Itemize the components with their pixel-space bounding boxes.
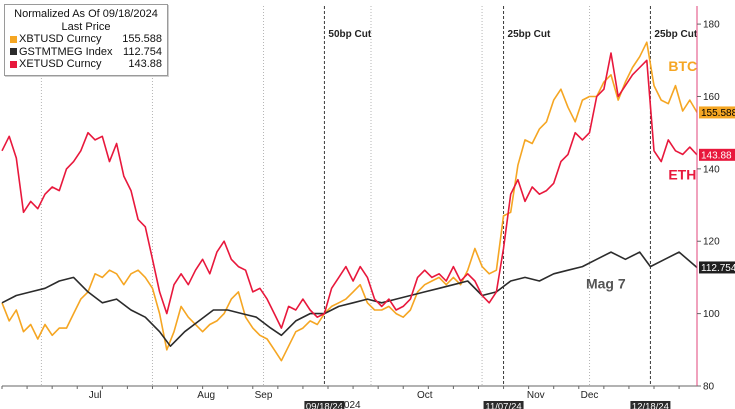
legend-name-xbtusd: XBTUSD Curncy — [19, 33, 102, 45]
series-lines — [1, 41, 698, 362]
y-axis-tick-label-140: 140 — [703, 164, 720, 175]
y-axis-tick-label-80: 80 — [703, 382, 715, 393]
event-markers: 50bp Cut 09/18/24 25bp Cut 11/07/24 25bp Cut… — [304, 6, 698, 409]
x-axis-tick-label-dec: Dec — [581, 390, 599, 401]
event-date-tag-2: 12/18/24 — [632, 402, 669, 409]
legend-entry-gstmtmeg: GSTMTMEG Index 112.754 — [10, 46, 162, 59]
series-line-2 — [1, 52, 698, 329]
event-label-1: 25bp Cut — [508, 29, 551, 40]
legend-swatch-xbtusd — [10, 35, 17, 43]
x-axis-tick-label-aug: Aug — [197, 390, 215, 401]
series-line-0 — [1, 41, 698, 362]
last-value-tag-bg-2 — [699, 261, 735, 274]
event-label-2: 25bp Cut — [654, 29, 697, 40]
x-axis-year-label: 2024 — [338, 400, 361, 409]
x-axis-tick-label-oct: Oct — [417, 390, 433, 401]
event-date-tag-bg-1 — [483, 401, 524, 409]
x-axis-tick-label-sep: Sep — [255, 390, 273, 401]
legend-name-gstmtmeg: GSTMTMEG Index — [19, 45, 113, 58]
event-date-tag-1: 11/07/24 — [485, 402, 521, 409]
last-value-tag-bg-0 — [699, 106, 735, 119]
last-value-tags: 155.588 143.88 112.754 — [699, 106, 735, 274]
legend-swatch-xetusd — [10, 60, 17, 68]
event-date-tag-bg-0 — [304, 401, 345, 409]
event-date-tag-bg-2 — [630, 401, 671, 409]
y-axis-tick-label-180: 180 — [703, 20, 720, 31]
y-axis-tick-label-120: 120 — [703, 237, 720, 248]
series-label-eth: ETH — [668, 167, 696, 183]
legend-value-xetusd: 143.88 — [128, 58, 162, 70]
series-labels: BTC ETH Mag 7 — [586, 58, 697, 291]
event-label-0: 50bp Cut — [328, 29, 371, 40]
chart-legend: Normalized As Of 09/18/2024 Last Price X… — [4, 4, 168, 76]
x-axis-tick-label-nov: Nov — [527, 390, 545, 401]
last-value-tag-bg-1 — [699, 148, 735, 161]
last-value-tag-1: 143.88 — [701, 150, 732, 161]
y-axis-tick-label-100: 100 — [703, 309, 720, 320]
legend-value-gstmtmeg: 112.754 — [123, 45, 162, 58]
legend-value-xbtusd: 155.588 — [122, 33, 162, 45]
legend-name-xetusd: XETUSD Curncy — [19, 58, 102, 70]
series-label-mag-7: Mag 7 — [586, 275, 626, 291]
last-value-tag-2: 112.754 — [701, 263, 735, 274]
legend-entry-xetusd: XETUSD Curncy 143.88 — [10, 58, 162, 71]
legend-title: Normalized As Of 09/18/2024 — [14, 8, 158, 20]
chart-axes: 80 100 120 140 160 180 Jul Aug Sep Oct Nov Dec 2024 — [1, 6, 720, 409]
legend-swatch-gstmtmeg — [10, 48, 17, 56]
event-date-tag-0: 09/18/24 — [306, 402, 343, 409]
series-line-1 — [1, 251, 698, 347]
legend-entry-xbtusd: XBTUSD Curncy 155.588 — [10, 33, 162, 46]
series-label-btc: BTC — [668, 58, 697, 74]
last-value-tag-0: 155.588 — [701, 108, 735, 119]
y-axis-tick-label-160: 160 — [703, 92, 720, 103]
legend-subtitle: Last Price — [61, 20, 111, 33]
x-axis-tick-label-jul: Jul — [89, 390, 102, 401]
